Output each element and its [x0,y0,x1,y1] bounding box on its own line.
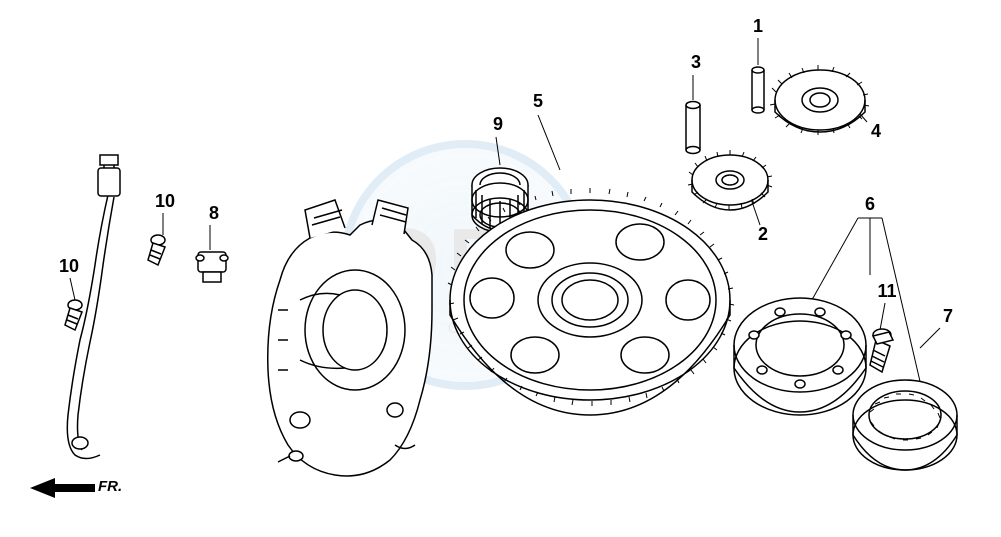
callout-8: 8 [204,203,224,224]
part-pin-1 [752,67,764,113]
callout-3: 3 [686,52,706,73]
callout-2: 2 [753,224,773,245]
part-clutch-outer-6 [734,298,866,415]
callout-9: 9 [488,114,508,135]
callout-4: 4 [866,121,886,142]
front-label: FR. [98,478,122,495]
part-gear-2 [688,150,772,210]
callout-10: 10 [152,191,178,212]
part-sprag-clutch-7 [853,380,957,470]
part-engine-case [268,200,432,476]
part-bolt-11 [870,329,893,372]
diagram-canvas [0,0,1001,537]
callout-10b: 10 [56,256,82,277]
callout-5: 5 [528,91,548,112]
callout-6: 6 [860,194,880,215]
front-arrow-icon [30,478,95,498]
callout-11: 11 [874,281,900,302]
part-bolt-10a [148,235,165,265]
part-gear-4 [770,65,869,135]
callout-1: 1 [748,16,768,37]
callout-7: 7 [938,306,958,327]
part-pulse-generator-8 [196,252,228,282]
part-bolt-10b [65,300,82,330]
part-pin-3 [686,102,700,154]
